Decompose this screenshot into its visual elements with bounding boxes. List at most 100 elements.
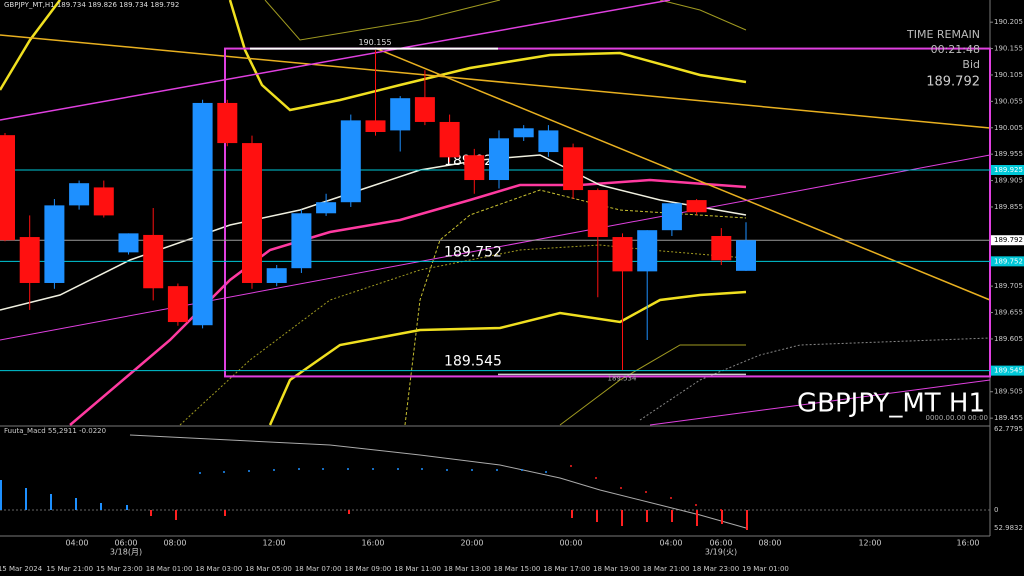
time-label: 18 Mar 01:00	[146, 565, 193, 573]
candle-body	[686, 200, 707, 213]
candle-body	[563, 147, 584, 191]
macd-zero-label: 0	[994, 506, 998, 514]
levels: 190.155189.534189.925189.925189.792189.7…	[0, 38, 1024, 382]
chart-title: GBPJPY_MT,H1 189.734 189.826 189.734 189…	[4, 1, 179, 9]
y-tick-label: 189.955	[994, 150, 1023, 158]
time-label: 18 Mar 09:00	[345, 565, 392, 573]
macd-pane	[0, 434, 990, 530]
time-label: 15 Mar 2024	[0, 565, 43, 573]
time-remain: 00:21:48	[931, 43, 980, 56]
level-tag	[991, 165, 1024, 175]
hour-label: 06:00	[709, 539, 732, 548]
level-label: 189.545	[444, 354, 502, 370]
time-label: 18 Mar 07:00	[295, 565, 342, 573]
hour-label: 00:00	[559, 539, 582, 548]
candle-body	[340, 120, 361, 203]
y-tick-label: 189.855	[994, 203, 1023, 211]
candle-body	[637, 230, 658, 272]
candle-body	[291, 213, 312, 269]
candle-body	[365, 120, 386, 132]
candle-body	[612, 237, 633, 272]
time-label: 18 Mar 15:00	[494, 565, 541, 573]
hour-label: 20:00	[460, 539, 483, 548]
time-label: 18 Mar 05:00	[245, 565, 292, 573]
time-label: 18 Mar 17:00	[543, 565, 590, 573]
day-label: 3/19(火)	[705, 548, 737, 557]
bid-value: 189.792	[926, 75, 980, 90]
y-tick-label: 189.655	[994, 309, 1023, 317]
macd-bottom-label: 52.9832	[994, 524, 1023, 532]
macd-title: Fuuta_Macd 55,2911 -0.0220	[4, 427, 106, 435]
candle-body	[93, 187, 114, 216]
candle-body	[69, 183, 90, 206]
y-tick-label: 189.705	[994, 282, 1023, 290]
hour-label: 16:00	[361, 539, 384, 548]
candle-body	[143, 234, 164, 289]
candle-body	[439, 121, 460, 158]
candle-body	[538, 130, 559, 153]
candle-body	[587, 190, 608, 238]
candle-body	[167, 286, 188, 323]
candle-body	[316, 202, 337, 214]
range-box	[224, 47, 991, 378]
empty-time: 0000.00.00 00:00	[926, 414, 988, 422]
hour-label: 04:00	[65, 539, 88, 548]
time-label: 19 Mar 01:00	[742, 565, 789, 573]
y-tick-label: 190.005	[994, 124, 1023, 132]
candles	[0, 50, 756, 371]
hour-label: 12:00	[858, 539, 881, 548]
level-tag	[991, 235, 1024, 246]
candle-body	[19, 237, 40, 283]
y-tick-label: 190.055	[994, 97, 1023, 105]
macd-top-label: 62.7795	[994, 425, 1023, 433]
candle-body	[242, 143, 262, 283]
candle-body	[711, 235, 732, 261]
candle-body	[266, 268, 287, 283]
box-bottom-label: 189.534	[608, 374, 637, 382]
hour-label: 08:00	[163, 539, 186, 548]
candle-body	[414, 97, 435, 122]
time-label: 15 Mar 21:00	[46, 565, 93, 573]
candle-body	[661, 203, 682, 231]
time-label: 18 Mar 21:00	[643, 565, 690, 573]
candle-body	[0, 135, 15, 241]
candle-body	[390, 98, 411, 131]
hour-label: 12:00	[262, 539, 285, 548]
candle-body	[513, 128, 534, 138]
candle-body	[736, 240, 756, 271]
y-tick-label: 189.605	[994, 335, 1023, 343]
y-tick-label: 189.505	[994, 388, 1023, 396]
candle-body	[192, 102, 213, 326]
time-label: 18 Mar 03:00	[195, 565, 242, 573]
candle-body	[464, 155, 485, 181]
hour-label: 04:00	[659, 539, 682, 548]
level-tag-label: 189.545	[994, 367, 1023, 375]
time-remain-label: TIME REMAIN	[906, 28, 980, 41]
y-tick-label: 190.155	[994, 45, 1023, 53]
candle-body	[118, 233, 139, 253]
box-top-label: 190.155	[358, 38, 391, 47]
hour-label: 08:00	[758, 539, 781, 548]
level-tag	[991, 365, 1024, 376]
y-tick-label: 190.205	[994, 18, 1023, 26]
time-label: 18 Mar 11:00	[394, 565, 441, 573]
y-tick-label: 189.455	[994, 414, 1023, 422]
level-tag-label: 189.752	[994, 257, 1023, 265]
level-tag	[991, 256, 1024, 267]
time-label: 18 Mar 13:00	[444, 565, 491, 573]
y-tick-label: 189.905	[994, 177, 1023, 185]
candle-body	[217, 102, 238, 144]
y-tick-label: 190.105	[994, 71, 1023, 79]
bid-label: Bid	[962, 58, 980, 71]
level-tag-label: 189.792	[994, 236, 1023, 244]
candle-body	[44, 205, 65, 283]
day-label: 3/18(月)	[110, 548, 142, 557]
time-label: 18 Mar 19:00	[593, 565, 640, 573]
hour-label: 06:00	[114, 539, 137, 548]
hour-label: 16:00	[956, 539, 979, 548]
time-label: 18 Mar 23:00	[692, 565, 739, 573]
level-label: 189.752	[444, 244, 502, 260]
level-tag-label: 189.925	[994, 166, 1023, 174]
symbol-label: GBPJPY_MT H1	[797, 389, 985, 419]
